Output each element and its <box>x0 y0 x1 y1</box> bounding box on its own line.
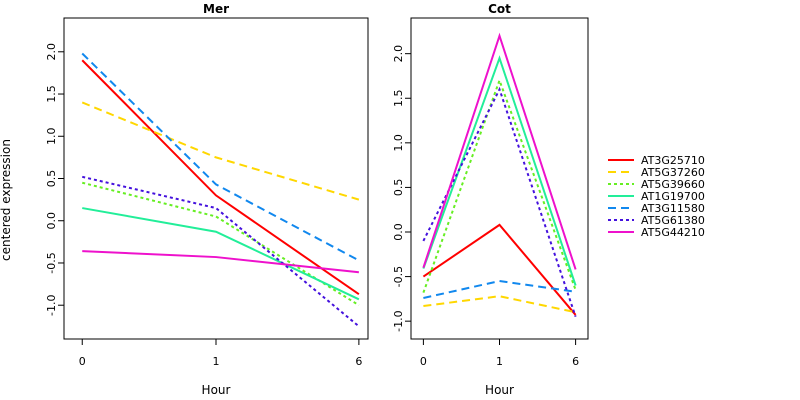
series-line-at3g11580 <box>423 280 576 299</box>
legend-label: AT5G37260 <box>641 166 705 179</box>
y-tick-label: -1.0 <box>45 294 58 315</box>
panel-title: Cot <box>488 2 511 16</box>
series-line-at5g39660 <box>422 77 577 293</box>
legend-label: AT3G11580 <box>641 202 705 215</box>
legend-item: AT3G25710 <box>608 154 705 167</box>
x-tick-label: 0 <box>79 355 86 368</box>
series-line-at5g44210 <box>422 32 577 270</box>
panel-title: Mer <box>203 2 229 16</box>
y-tick-label: 1.0 <box>45 128 58 146</box>
series-line-at1g19700 <box>82 207 360 301</box>
series-line-at3g11580 <box>81 52 360 262</box>
legend-item: AT5G39660 <box>608 178 705 191</box>
legend-item: AT5G44210 <box>608 226 705 239</box>
plot-frame <box>63 17 369 340</box>
plot-frame <box>410 17 589 340</box>
x-tick-label: 1 <box>496 355 503 368</box>
y-tick-label: 0.5 <box>45 170 58 188</box>
series-line-at3g25710 <box>81 59 360 296</box>
y-tick-label: 2.0 <box>392 45 405 63</box>
series-line-at3g25710 <box>422 223 577 316</box>
panel-mer: Mer -1.0 -0.5 0.0 0.5 1.0 1.5 2.0 0 1 6 Hour <box>45 2 369 397</box>
y-tick-label: -0.5 <box>45 252 58 273</box>
legend-item: AT1G19700 <box>608 190 705 203</box>
y-tick-label: -0.5 <box>392 266 405 287</box>
legend: AT3G25710AT5G37260AT5G39660AT1G19700AT3G… <box>608 154 705 239</box>
series-line-at5g37260 <box>423 295 576 314</box>
legend-label: AT5G39660 <box>641 178 705 191</box>
x-tick-label: 1 <box>213 355 220 368</box>
y-tick-label: 0.5 <box>392 179 405 197</box>
y-tick-label: 0.0 <box>45 212 58 230</box>
y-tick-label: 2.0 <box>45 43 58 61</box>
y-tick-label: 0.0 <box>392 223 405 241</box>
panel-cot: Cot -1.0 -0.5 0.0 0.5 1.0 1.5 2.0 0 1 6 Hour <box>392 2 589 397</box>
legend-item: AT5G61380 <box>608 214 705 227</box>
y-tick-label: 1.5 <box>392 90 405 108</box>
legend-label: AT1G19700 <box>641 190 705 203</box>
x-axis-label: Hour <box>202 383 231 397</box>
legend-label: AT5G61380 <box>641 214 705 227</box>
series-line-at5g39660 <box>81 181 360 307</box>
y-tick-label: 1.0 <box>392 134 405 152</box>
y-tick-label: 1.5 <box>45 85 58 103</box>
legend-label: AT5G44210 <box>641 226 705 239</box>
legend-label: AT3G25710 <box>641 154 705 167</box>
series-line-at5g37260 <box>81 101 360 201</box>
panels: Mer -1.0 -0.5 0.0 0.5 1.0 1.5 2.0 0 1 6 Hour Cot -1.0… <box>45 2 589 397</box>
series-line-at5g44210 <box>82 250 359 274</box>
y-axis-label: centered expression <box>0 139 13 261</box>
legend-item: AT3G11580 <box>608 202 705 215</box>
y-tick-label: -1.0 <box>392 310 405 331</box>
legend-item: AT5G37260 <box>608 166 705 179</box>
x-tick-label: 0 <box>420 355 427 368</box>
x-tick-label: 6 <box>572 355 579 368</box>
x-axis-label: Hour <box>485 383 514 397</box>
series-line-at1g19700 <box>422 55 577 286</box>
x-tick-label: 6 <box>355 355 362 368</box>
